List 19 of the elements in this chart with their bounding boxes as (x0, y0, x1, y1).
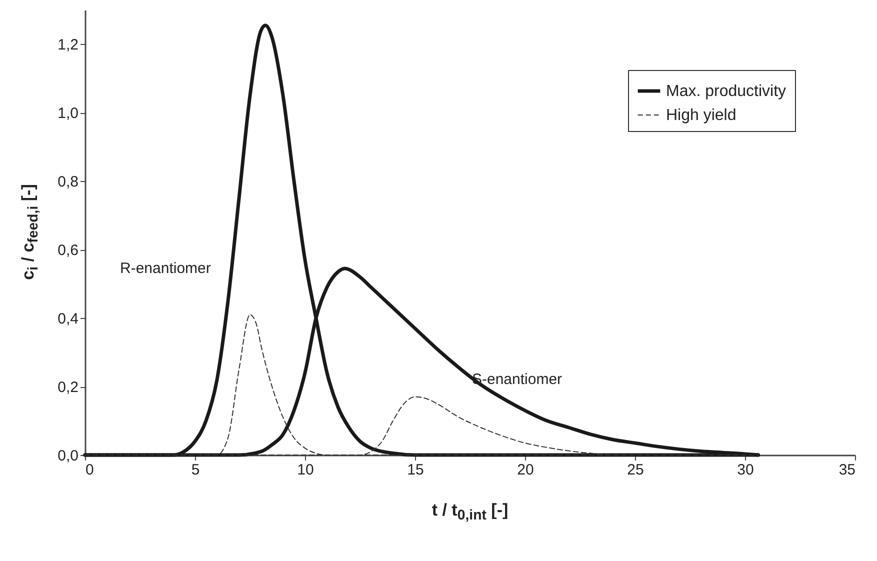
y-tick-label: 0,6 (58, 242, 78, 260)
x-tick-label: 15 (407, 462, 424, 478)
x-tick-label: 10 (297, 462, 314, 478)
legend-label: Max. productivity (666, 83, 786, 100)
annotation: R-enantiomer (120, 260, 211, 277)
y-tick-label: 0,0 (58, 448, 78, 464)
x-tick-label: 30 (737, 462, 754, 478)
y-tick-label: 1,2 (58, 36, 78, 54)
x-tick-label: 35 (838, 462, 856, 478)
x-tick-label: 0 (86, 462, 94, 478)
x-tick-label: 25 (627, 462, 644, 478)
x-axis-title: t / t$_{0,int}$ [-] (432, 500, 508, 524)
x-tick-label: 20 (517, 462, 534, 478)
y-tick-label: 0,2 (58, 379, 78, 396)
y-tick-label: 0,8 (58, 174, 78, 191)
x-tick-label: 5 (191, 462, 200, 478)
y-tick-label: 0,4 (58, 310, 78, 328)
y-tick-label: 1,0 (58, 105, 78, 122)
legend-label: High yield (666, 107, 736, 124)
